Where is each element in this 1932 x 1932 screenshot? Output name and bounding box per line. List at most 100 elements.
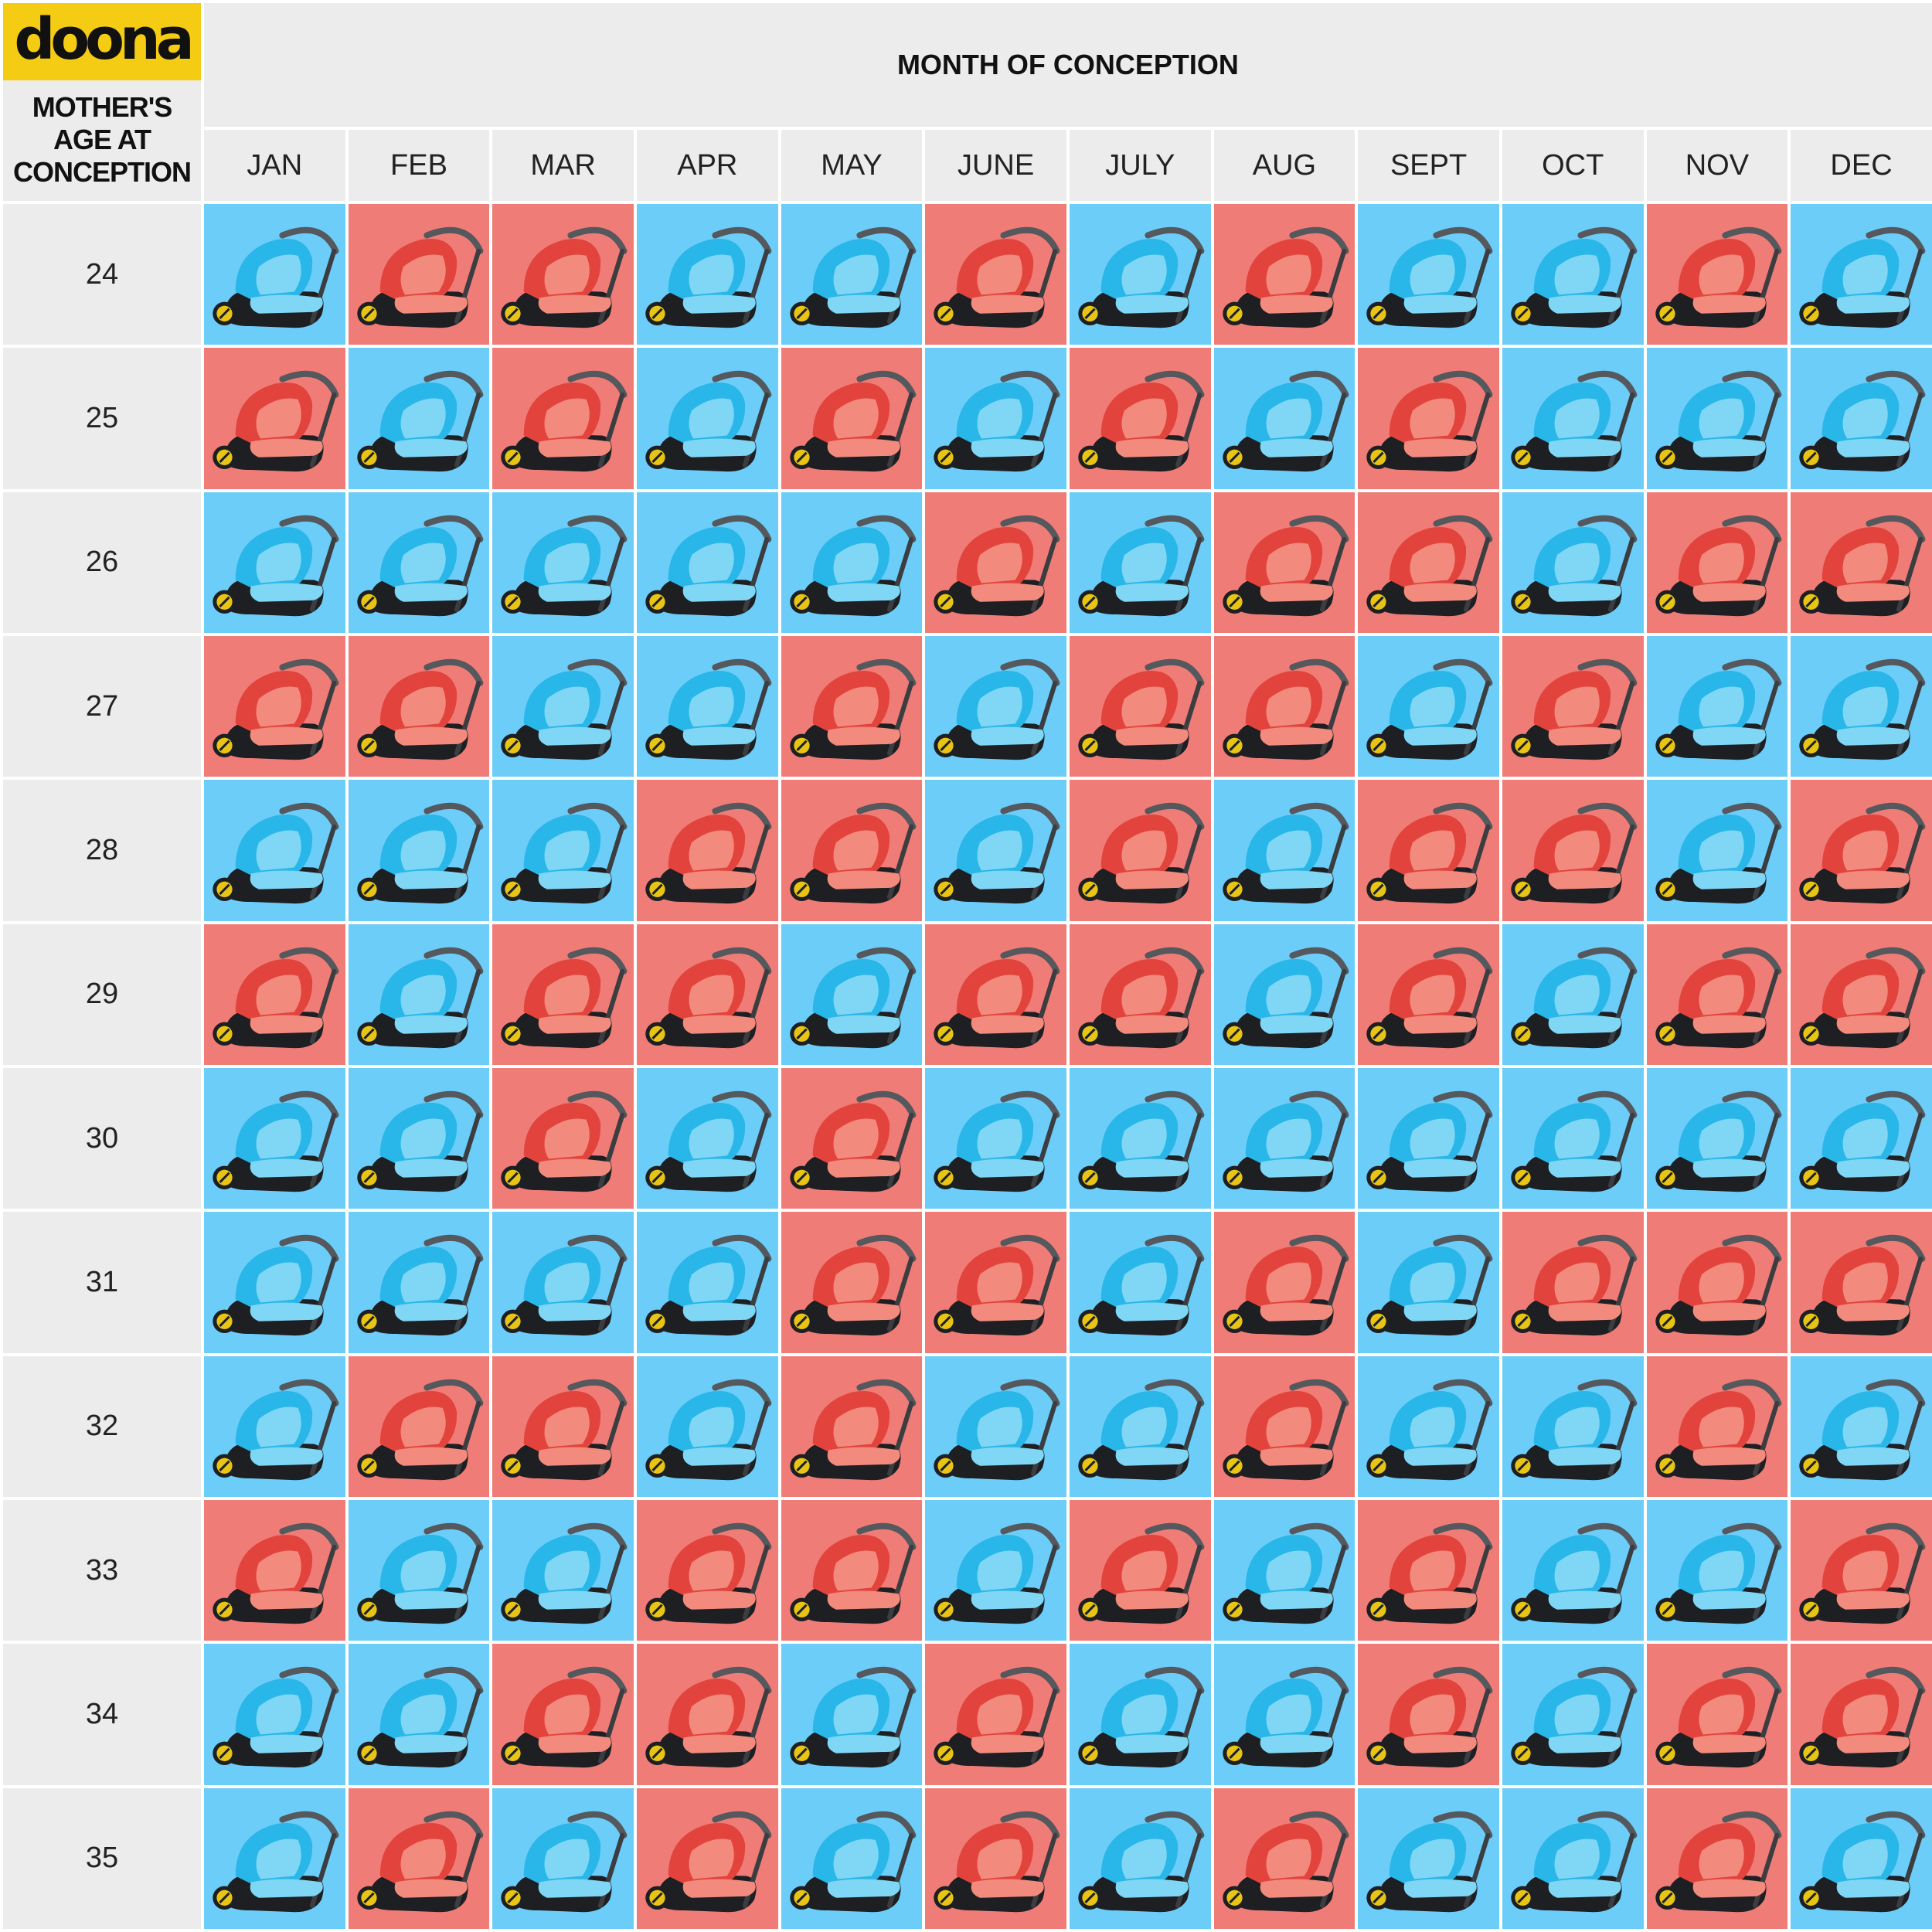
car-seat-icon xyxy=(213,1379,339,1480)
boy-prediction-cell xyxy=(925,1355,1066,1497)
girl-prediction-cell xyxy=(781,1067,923,1209)
car-seat-icon xyxy=(213,1811,339,1912)
boy-prediction-cell xyxy=(636,635,778,777)
boy-prediction-cell xyxy=(1069,204,1211,345)
girl-prediction-cell xyxy=(1502,635,1644,777)
boy-prediction-cell xyxy=(781,1644,923,1785)
car-seat-icon xyxy=(356,803,484,904)
boy-prediction-cell xyxy=(492,492,634,633)
age-header: 27 xyxy=(3,635,201,777)
car-seat-icon xyxy=(789,1235,917,1336)
month-header: MAY xyxy=(781,130,923,201)
girl-prediction-cell xyxy=(1791,1644,1932,1785)
car-seat-icon xyxy=(645,1811,772,1912)
boy-prediction-cell xyxy=(492,780,634,921)
girl-prediction-cell xyxy=(1358,1499,1499,1641)
girl-prediction-cell xyxy=(781,1212,923,1353)
car-seat-icon xyxy=(356,515,484,616)
car-seat-icon xyxy=(1222,515,1349,616)
car-seat-icon xyxy=(213,371,339,472)
car-seat-icon xyxy=(1511,1667,1638,1768)
car-seat-icon xyxy=(1222,371,1349,472)
car-seat-icon xyxy=(934,371,1060,472)
girl-prediction-cell xyxy=(1069,923,1211,1065)
girl-prediction-cell xyxy=(492,1355,634,1497)
car-seat-icon xyxy=(1078,1379,1205,1480)
girl-prediction-cell xyxy=(1502,1212,1644,1353)
car-seat-icon xyxy=(1799,515,1926,616)
boy-prediction-cell xyxy=(1358,1355,1499,1497)
car-seat-icon xyxy=(356,1235,484,1336)
car-seat-icon xyxy=(645,1522,772,1624)
boy-prediction-cell xyxy=(925,1499,1066,1641)
boy-prediction-cell xyxy=(1502,492,1644,633)
age-header: 30 xyxy=(3,1067,201,1209)
girl-prediction-cell xyxy=(1646,1787,1788,1929)
car-seat-icon xyxy=(1511,371,1638,472)
age-header: 33 xyxy=(3,1499,201,1641)
boy-prediction-cell xyxy=(1502,348,1644,489)
girl-prediction-cell xyxy=(1646,923,1788,1065)
car-seat-icon xyxy=(501,658,628,760)
car-seat-icon xyxy=(789,226,917,328)
boy-prediction-cell xyxy=(636,204,778,345)
car-seat-icon xyxy=(356,371,484,472)
car-seat-icon xyxy=(789,371,917,472)
boy-prediction-cell xyxy=(781,1787,923,1929)
age-header: 29 xyxy=(3,923,201,1065)
car-seat-icon xyxy=(1655,1090,1781,1192)
car-seat-icon xyxy=(1366,226,1493,328)
car-seat-icon xyxy=(213,803,339,904)
car-seat-icon xyxy=(1078,1090,1205,1192)
car-seat-icon xyxy=(934,1667,1060,1768)
car-seat-icon xyxy=(1655,515,1781,616)
boy-prediction-cell xyxy=(204,1644,345,1785)
boy-prediction-cell xyxy=(348,1067,490,1209)
boy-prediction-cell xyxy=(781,204,923,345)
boy-prediction-cell xyxy=(1646,1499,1788,1641)
car-seat-icon xyxy=(356,1090,484,1192)
girl-prediction-cell xyxy=(1213,492,1355,633)
girl-prediction-cell xyxy=(1069,635,1211,777)
car-seat-icon xyxy=(1078,1667,1205,1768)
car-seat-icon xyxy=(1078,947,1205,1048)
car-seat-icon xyxy=(1799,947,1926,1048)
car-seat-icon xyxy=(1222,803,1349,904)
age-header: 25 xyxy=(3,348,201,489)
girl-prediction-cell xyxy=(1213,204,1355,345)
girl-prediction-cell xyxy=(204,1499,345,1641)
boy-prediction-cell xyxy=(204,492,345,633)
car-seat-icon xyxy=(789,1811,917,1912)
car-seat-icon xyxy=(1078,1811,1205,1912)
car-seat-icon xyxy=(356,1522,484,1624)
gender-prediction-chart: doona ™ MOTHER'S AGE AT CONCEPTION MONTH… xyxy=(3,3,1932,1929)
boy-prediction-cell xyxy=(348,923,490,1065)
car-seat-icon xyxy=(213,1235,339,1336)
car-seat-icon xyxy=(213,1522,339,1624)
car-seat-icon xyxy=(1655,947,1781,1048)
boy-prediction-cell xyxy=(636,1355,778,1497)
car-seat-icon xyxy=(356,1667,484,1768)
age-header: 24 xyxy=(3,204,201,345)
car-seat-icon xyxy=(1799,1235,1926,1336)
car-seat-icon xyxy=(1222,226,1349,328)
car-seat-icon xyxy=(1799,1667,1926,1768)
car-seat-icon xyxy=(1366,515,1493,616)
month-header: SEPT xyxy=(1358,130,1499,201)
car-seat-icon xyxy=(645,803,772,904)
car-seat-icon xyxy=(213,658,339,760)
car-seat-icon xyxy=(356,947,484,1048)
car-seat-icon xyxy=(1078,1522,1205,1624)
boy-prediction-cell xyxy=(1646,780,1788,921)
car-seat-icon xyxy=(1366,1667,1493,1768)
girl-prediction-cell xyxy=(925,1787,1066,1929)
boy-prediction-cell xyxy=(1791,635,1932,777)
column-header-cell: MONTH OF CONCEPTION xyxy=(204,3,1932,127)
car-seat-icon xyxy=(1222,947,1349,1048)
boy-prediction-cell xyxy=(348,780,490,921)
car-seat-icon xyxy=(1511,1235,1638,1336)
car-seat-icon xyxy=(934,803,1060,904)
boy-prediction-cell xyxy=(925,348,1066,489)
girl-prediction-cell xyxy=(925,1644,1066,1785)
car-seat-icon xyxy=(1511,947,1638,1048)
